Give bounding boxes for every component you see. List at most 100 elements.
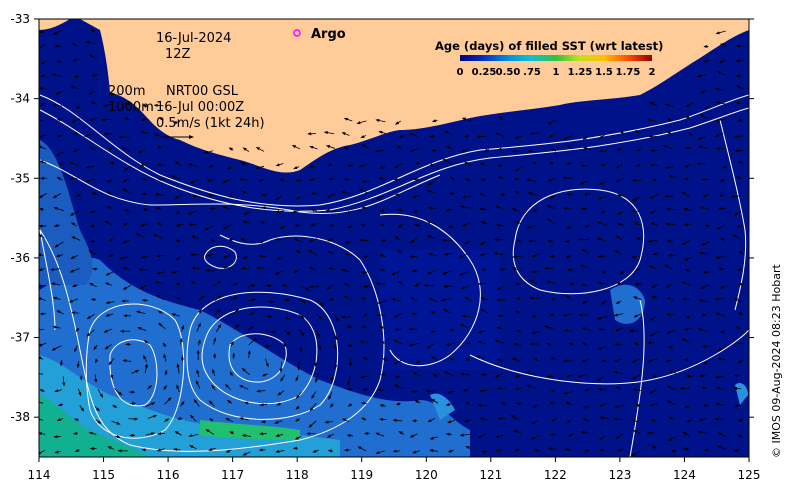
velocity-arrow <box>664 222 675 226</box>
velocity-arrow <box>414 223 422 227</box>
velocity-arrow <box>583 449 590 453</box>
velocity-arrow <box>341 190 352 195</box>
velocity-arrow <box>333 314 339 322</box>
velocity-arrow <box>325 209 336 213</box>
velocity-arrow <box>72 58 80 62</box>
velocity-arrow <box>480 297 489 301</box>
velocity-arrow <box>391 298 402 302</box>
velocity-arrow <box>277 390 285 396</box>
velocity-arrow <box>684 116 690 120</box>
velocity-arrow <box>450 176 456 181</box>
velocity-arrow <box>106 206 113 210</box>
velocity-arrow <box>91 192 98 196</box>
velocity-arrow <box>110 374 114 380</box>
velocity-arrow <box>647 358 658 363</box>
velocity-arrow <box>343 117 353 122</box>
velocity-arrow <box>718 59 726 64</box>
velocity-arrow <box>222 254 231 259</box>
velocity-arrow <box>69 177 78 181</box>
velocity-arrow <box>681 281 691 286</box>
velocity-arrow <box>445 402 452 406</box>
velocity-arrow <box>715 30 726 35</box>
velocity-arrow <box>396 145 403 149</box>
velocity-arrow <box>497 147 503 151</box>
velocity-arrow <box>118 256 129 260</box>
velocity-arrow <box>428 252 437 257</box>
velocity-arrow <box>613 371 624 375</box>
velocity-arrow <box>616 281 623 286</box>
velocity-arrow <box>698 251 707 256</box>
x-tick-label: 119 <box>350 468 373 482</box>
velocity-arrow <box>409 237 418 244</box>
velocity-arrow <box>379 326 386 330</box>
velocity-arrow <box>242 220 250 224</box>
velocity-arrow <box>429 449 438 453</box>
velocity-arrow <box>188 433 199 438</box>
velocity-arrow <box>547 177 556 182</box>
velocity-arrow <box>52 296 61 300</box>
date-label: 16-Jul-2024 <box>156 31 231 46</box>
velocity-arrow <box>649 101 658 107</box>
velocity-arrow <box>261 206 268 210</box>
sst-contours <box>39 94 749 457</box>
velocity-arrow <box>615 178 624 183</box>
x-tick-label: 123 <box>608 468 631 482</box>
velocity-arrow <box>445 343 455 347</box>
velocity-arrow <box>244 401 250 405</box>
velocity-arrow <box>737 359 744 364</box>
velocity-arrow <box>584 388 591 392</box>
velocity-arrow <box>630 255 641 259</box>
velocity-arrow <box>162 342 167 348</box>
velocity-arrow <box>566 419 572 423</box>
velocity-arrow <box>324 420 333 424</box>
velocity-arrow <box>427 181 435 186</box>
velocity-arrow <box>55 253 63 258</box>
velocity-arrow <box>596 376 605 382</box>
velocity-arrow <box>361 270 369 274</box>
velocity-arrow <box>88 431 97 435</box>
velocity-arrow <box>276 256 284 260</box>
velocity-arrow <box>291 145 301 150</box>
velocity-arrow <box>515 329 522 333</box>
velocity-arrow <box>493 252 504 256</box>
velocity-arrow <box>39 283 45 287</box>
velocity-arrow <box>341 315 351 319</box>
velocity-arrow <box>71 43 78 47</box>
velocity-arrow <box>667 253 676 257</box>
velocity-arrow <box>632 296 642 301</box>
velocity-arrow <box>222 179 231 183</box>
velocity-arrow <box>426 235 437 239</box>
y-tick-label: -38 <box>10 410 30 424</box>
velocity-arrow <box>446 146 453 150</box>
velocity-arrow <box>137 149 146 154</box>
velocity-arrow <box>207 193 216 197</box>
velocity-arrow <box>283 329 291 336</box>
velocity-arrow <box>598 181 607 185</box>
velocity-arrow <box>39 356 44 360</box>
velocity-arrow <box>496 358 504 363</box>
velocity-arrow <box>208 164 214 168</box>
velocity-arrow <box>568 342 574 347</box>
velocity-arrow <box>495 448 503 452</box>
y-tick-label: -35 <box>10 171 30 185</box>
velocity-arrow <box>307 249 318 256</box>
velocity-arrow <box>52 103 63 108</box>
velocity-arrow <box>280 374 286 382</box>
velocity-arrow <box>461 117 471 122</box>
velocity-arrow <box>476 355 486 359</box>
velocity-arrow <box>293 166 300 170</box>
velocity-arrow <box>71 311 79 315</box>
velocity-arrow <box>364 431 370 435</box>
velocity-arrow <box>427 417 436 423</box>
legend-tick-label: .75 <box>523 67 541 78</box>
x-tick-label: 120 <box>415 468 438 482</box>
velocity-arrow <box>736 176 743 180</box>
velocity-arrow <box>733 211 741 216</box>
velocity-arrow <box>667 118 673 122</box>
velocity-arrow <box>443 284 453 288</box>
isobath-200-label: 200m <box>108 84 145 99</box>
velocity-arrow <box>39 418 44 421</box>
velocity-arrow <box>274 270 284 275</box>
velocity-arrow <box>275 449 285 453</box>
legend-colorbar <box>460 55 652 61</box>
